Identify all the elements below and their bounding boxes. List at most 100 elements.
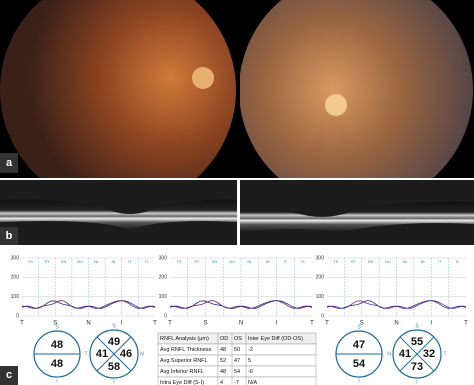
table-row	[157, 376, 317, 385]
side-label: S	[55, 324, 59, 330]
sector-circle	[392, 329, 442, 379]
sector-label: NL	[403, 259, 409, 264]
optic-disc	[192, 67, 214, 89]
table-cell: RNFL Analysis (µm)	[160, 336, 209, 342]
table-cell: Avg Superior RNFL	[160, 358, 208, 364]
side-label: S	[357, 324, 361, 330]
value: 47	[353, 339, 365, 351]
table-cell: OS	[234, 336, 242, 342]
side-label: S	[112, 323, 116, 329]
table-cell: Avg Inferior RNFL	[160, 369, 204, 375]
y-tick-label: 200	[11, 275, 20, 281]
value: 55	[411, 336, 423, 348]
sector-label: SN	[61, 259, 67, 264]
table-cell: N/A	[248, 380, 258, 385]
sector-label: TL	[455, 259, 460, 264]
x-label: N	[394, 321, 398, 327]
table-cell: 4	[220, 380, 223, 385]
sector-label: IN	[266, 259, 270, 264]
y-tick-label: 300	[316, 255, 325, 261]
optic-disc	[325, 94, 347, 116]
x-label: T	[310, 321, 314, 327]
side-label: N	[387, 351, 391, 357]
sector-label: IT	[438, 259, 442, 264]
table-cell: 48	[220, 347, 226, 353]
sector-label: NU	[77, 259, 83, 264]
sector-label: TS	[176, 259, 181, 264]
side-label: I	[113, 379, 114, 385]
table-cell: 48	[220, 369, 226, 375]
value: 54	[353, 358, 366, 370]
sector-label: IN	[111, 259, 115, 264]
fundus-os	[240, 0, 473, 178]
sector-label: SN	[368, 259, 374, 264]
table-cell: Inter Eye Diff (OD-OS)	[248, 336, 303, 342]
rnfl-curve	[21, 300, 156, 309]
side-label: T	[443, 351, 446, 357]
side-label: I	[416, 379, 417, 385]
x-label: T	[325, 321, 329, 327]
side-label: I	[358, 378, 359, 384]
panel-label-box	[0, 366, 18, 385]
divider	[399, 336, 435, 372]
y-tick-label: 0	[16, 313, 19, 319]
oct-os	[240, 201, 474, 232]
panel-label: b	[6, 230, 13, 242]
sector-label: SN	[212, 259, 218, 264]
value: 73	[411, 361, 423, 373]
sector-label: NL	[94, 259, 100, 264]
sector-label: IT	[128, 259, 132, 264]
value: 48	[51, 358, 63, 370]
rnfl-curve	[169, 300, 313, 309]
sector-label: TL	[144, 259, 149, 264]
sector-label: IN	[421, 259, 425, 264]
side-label: T	[84, 351, 87, 357]
x-label: N	[86, 321, 90, 327]
sector-label: NU	[229, 259, 235, 264]
oct-od	[0, 199, 237, 230]
sector-circle	[89, 329, 139, 379]
fundus-od	[0, 0, 236, 178]
sector-label: TS	[28, 259, 33, 264]
value: 41	[96, 348, 108, 360]
table-cell: Intra Eye Diff (S-I)	[160, 380, 204, 385]
sector-label: ST	[194, 259, 200, 264]
sector-label: NU	[385, 259, 391, 264]
x-label: N	[239, 321, 243, 327]
x-label: S	[53, 321, 57, 327]
x-label: I	[276, 321, 278, 327]
panel-label-box	[0, 153, 18, 173]
sector-label: TS	[333, 259, 338, 264]
table-cell: 50	[234, 347, 240, 353]
x-label: I	[121, 321, 123, 327]
y-tick-label: 100	[159, 294, 168, 300]
table-cell: 52	[220, 358, 226, 364]
value: 32	[423, 348, 435, 360]
table-cell: 5	[248, 358, 251, 364]
y-tick-label: 100	[11, 294, 20, 300]
y-tick-label: 0	[164, 313, 167, 319]
side-label: S	[415, 323, 419, 329]
sector-label: ST	[351, 259, 357, 264]
panel-label-box	[0, 227, 18, 245]
x-label: S	[203, 321, 207, 327]
table-cell: OD	[220, 336, 228, 342]
x-label: T	[20, 321, 24, 327]
value: 48	[51, 339, 63, 351]
y-tick-label: 300	[11, 255, 20, 261]
x-label: S	[360, 321, 364, 327]
x-label: T	[464, 321, 468, 327]
y-tick-label: 200	[159, 275, 168, 281]
table-cell: -2	[248, 347, 253, 353]
value: 46	[120, 348, 132, 360]
side-label: I	[56, 378, 57, 384]
sector-label: ST	[44, 259, 50, 264]
panel-label: c	[6, 369, 12, 381]
sector-label: TL	[301, 259, 306, 264]
sector-label: IT	[284, 259, 288, 264]
y-tick-label: 0	[321, 313, 324, 319]
y-tick-label: 200	[316, 275, 325, 281]
y-tick-label: 300	[159, 255, 168, 261]
table-cell: 54	[234, 369, 240, 375]
